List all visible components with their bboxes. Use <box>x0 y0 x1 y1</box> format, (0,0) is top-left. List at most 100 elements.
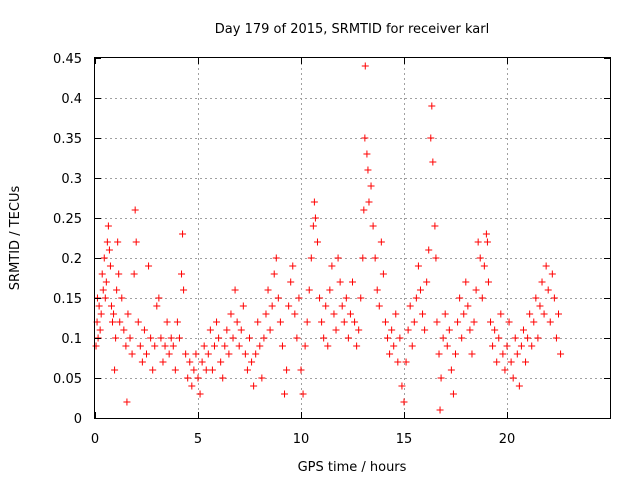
data-point <box>122 342 130 350</box>
data-point <box>499 350 507 358</box>
data-point <box>175 334 183 342</box>
data-point <box>246 334 253 342</box>
data-point <box>179 230 187 238</box>
data-point <box>113 286 121 294</box>
data-point <box>326 286 334 294</box>
data-point <box>429 158 437 166</box>
data-point <box>357 294 365 302</box>
data-point <box>101 294 109 302</box>
data-point <box>98 270 106 278</box>
data-point <box>204 350 212 358</box>
data-point <box>546 318 554 326</box>
data-point <box>540 310 548 318</box>
data-point <box>297 366 305 374</box>
data-point <box>483 238 491 246</box>
x-tick-label: 15 <box>396 432 413 447</box>
data-point <box>416 286 424 294</box>
data-point <box>344 334 352 342</box>
data-point <box>109 318 117 326</box>
data-point <box>276 318 284 326</box>
data-point <box>392 310 400 318</box>
data-point <box>379 270 387 278</box>
y-tick-labels: 0 0.05 0.1 0.15 0.2 0.25 0.3 0.35 0.4 0.45 <box>53 52 82 427</box>
data-point <box>311 214 319 222</box>
data-point <box>478 294 486 302</box>
y-tick-label: 0.2 <box>61 252 82 267</box>
data-point <box>365 198 373 206</box>
data-point <box>180 286 188 294</box>
data-point <box>406 302 414 310</box>
data-point <box>360 206 368 214</box>
data-point <box>159 358 167 366</box>
data-point <box>480 262 488 270</box>
data-point <box>291 310 299 318</box>
data-point <box>151 342 159 350</box>
data-point <box>439 334 447 342</box>
data-point <box>147 334 155 342</box>
axis-ticks <box>95 58 610 419</box>
data-point <box>130 270 138 278</box>
data-point <box>373 286 381 294</box>
data-point <box>408 342 416 350</box>
data-point <box>443 342 451 350</box>
data-point <box>503 342 511 350</box>
y-tick-label: 0.3 <box>61 172 82 187</box>
data-point <box>223 326 231 334</box>
data-point <box>107 302 115 310</box>
data-point <box>258 374 266 382</box>
data-point <box>522 358 530 366</box>
data-point <box>428 102 436 110</box>
data-point <box>445 326 453 334</box>
data-point <box>310 198 318 206</box>
data-point <box>396 334 404 342</box>
data-point <box>386 350 394 358</box>
data-point <box>149 366 157 374</box>
data-point <box>491 326 499 334</box>
data-point <box>136 342 144 350</box>
data-point <box>447 366 455 374</box>
data-point <box>435 350 443 358</box>
data-point <box>305 286 313 294</box>
data-point <box>419 310 427 318</box>
data-point <box>92 342 100 350</box>
data-point <box>116 318 124 326</box>
data-point <box>233 318 241 326</box>
data-point <box>355 326 363 334</box>
data-point <box>157 334 165 342</box>
data-point <box>528 342 536 350</box>
data-point <box>268 302 276 310</box>
data-point <box>402 358 410 366</box>
data-point <box>555 310 562 318</box>
data-point <box>186 358 194 366</box>
data-point <box>511 334 519 342</box>
data-point <box>351 318 359 326</box>
data-point <box>336 278 344 286</box>
data-point <box>102 278 110 286</box>
y-tick-label: 0.1 <box>61 332 82 347</box>
data-point <box>394 358 402 366</box>
data-point <box>239 302 247 310</box>
data-point <box>550 294 558 302</box>
y-tick-label: 0.35 <box>53 132 82 147</box>
y-tick-label: 0.25 <box>53 212 82 227</box>
data-point <box>364 166 372 174</box>
data-point <box>128 350 136 358</box>
data-point <box>196 390 204 398</box>
data-point <box>200 342 208 350</box>
data-point <box>278 342 286 350</box>
data-point <box>359 254 367 262</box>
data-point <box>367 182 375 190</box>
data-point <box>390 342 398 350</box>
data-point <box>320 334 328 342</box>
x-axis-label: GPS time / hours <box>298 460 407 475</box>
data-point <box>452 350 459 358</box>
data-point <box>173 318 181 326</box>
data-point <box>342 294 350 302</box>
data-point <box>243 366 251 374</box>
data-point <box>464 302 472 310</box>
data-point <box>519 326 527 334</box>
data-point <box>272 254 280 262</box>
data-point <box>332 326 340 334</box>
data-point <box>123 398 131 406</box>
data-point <box>318 318 326 326</box>
